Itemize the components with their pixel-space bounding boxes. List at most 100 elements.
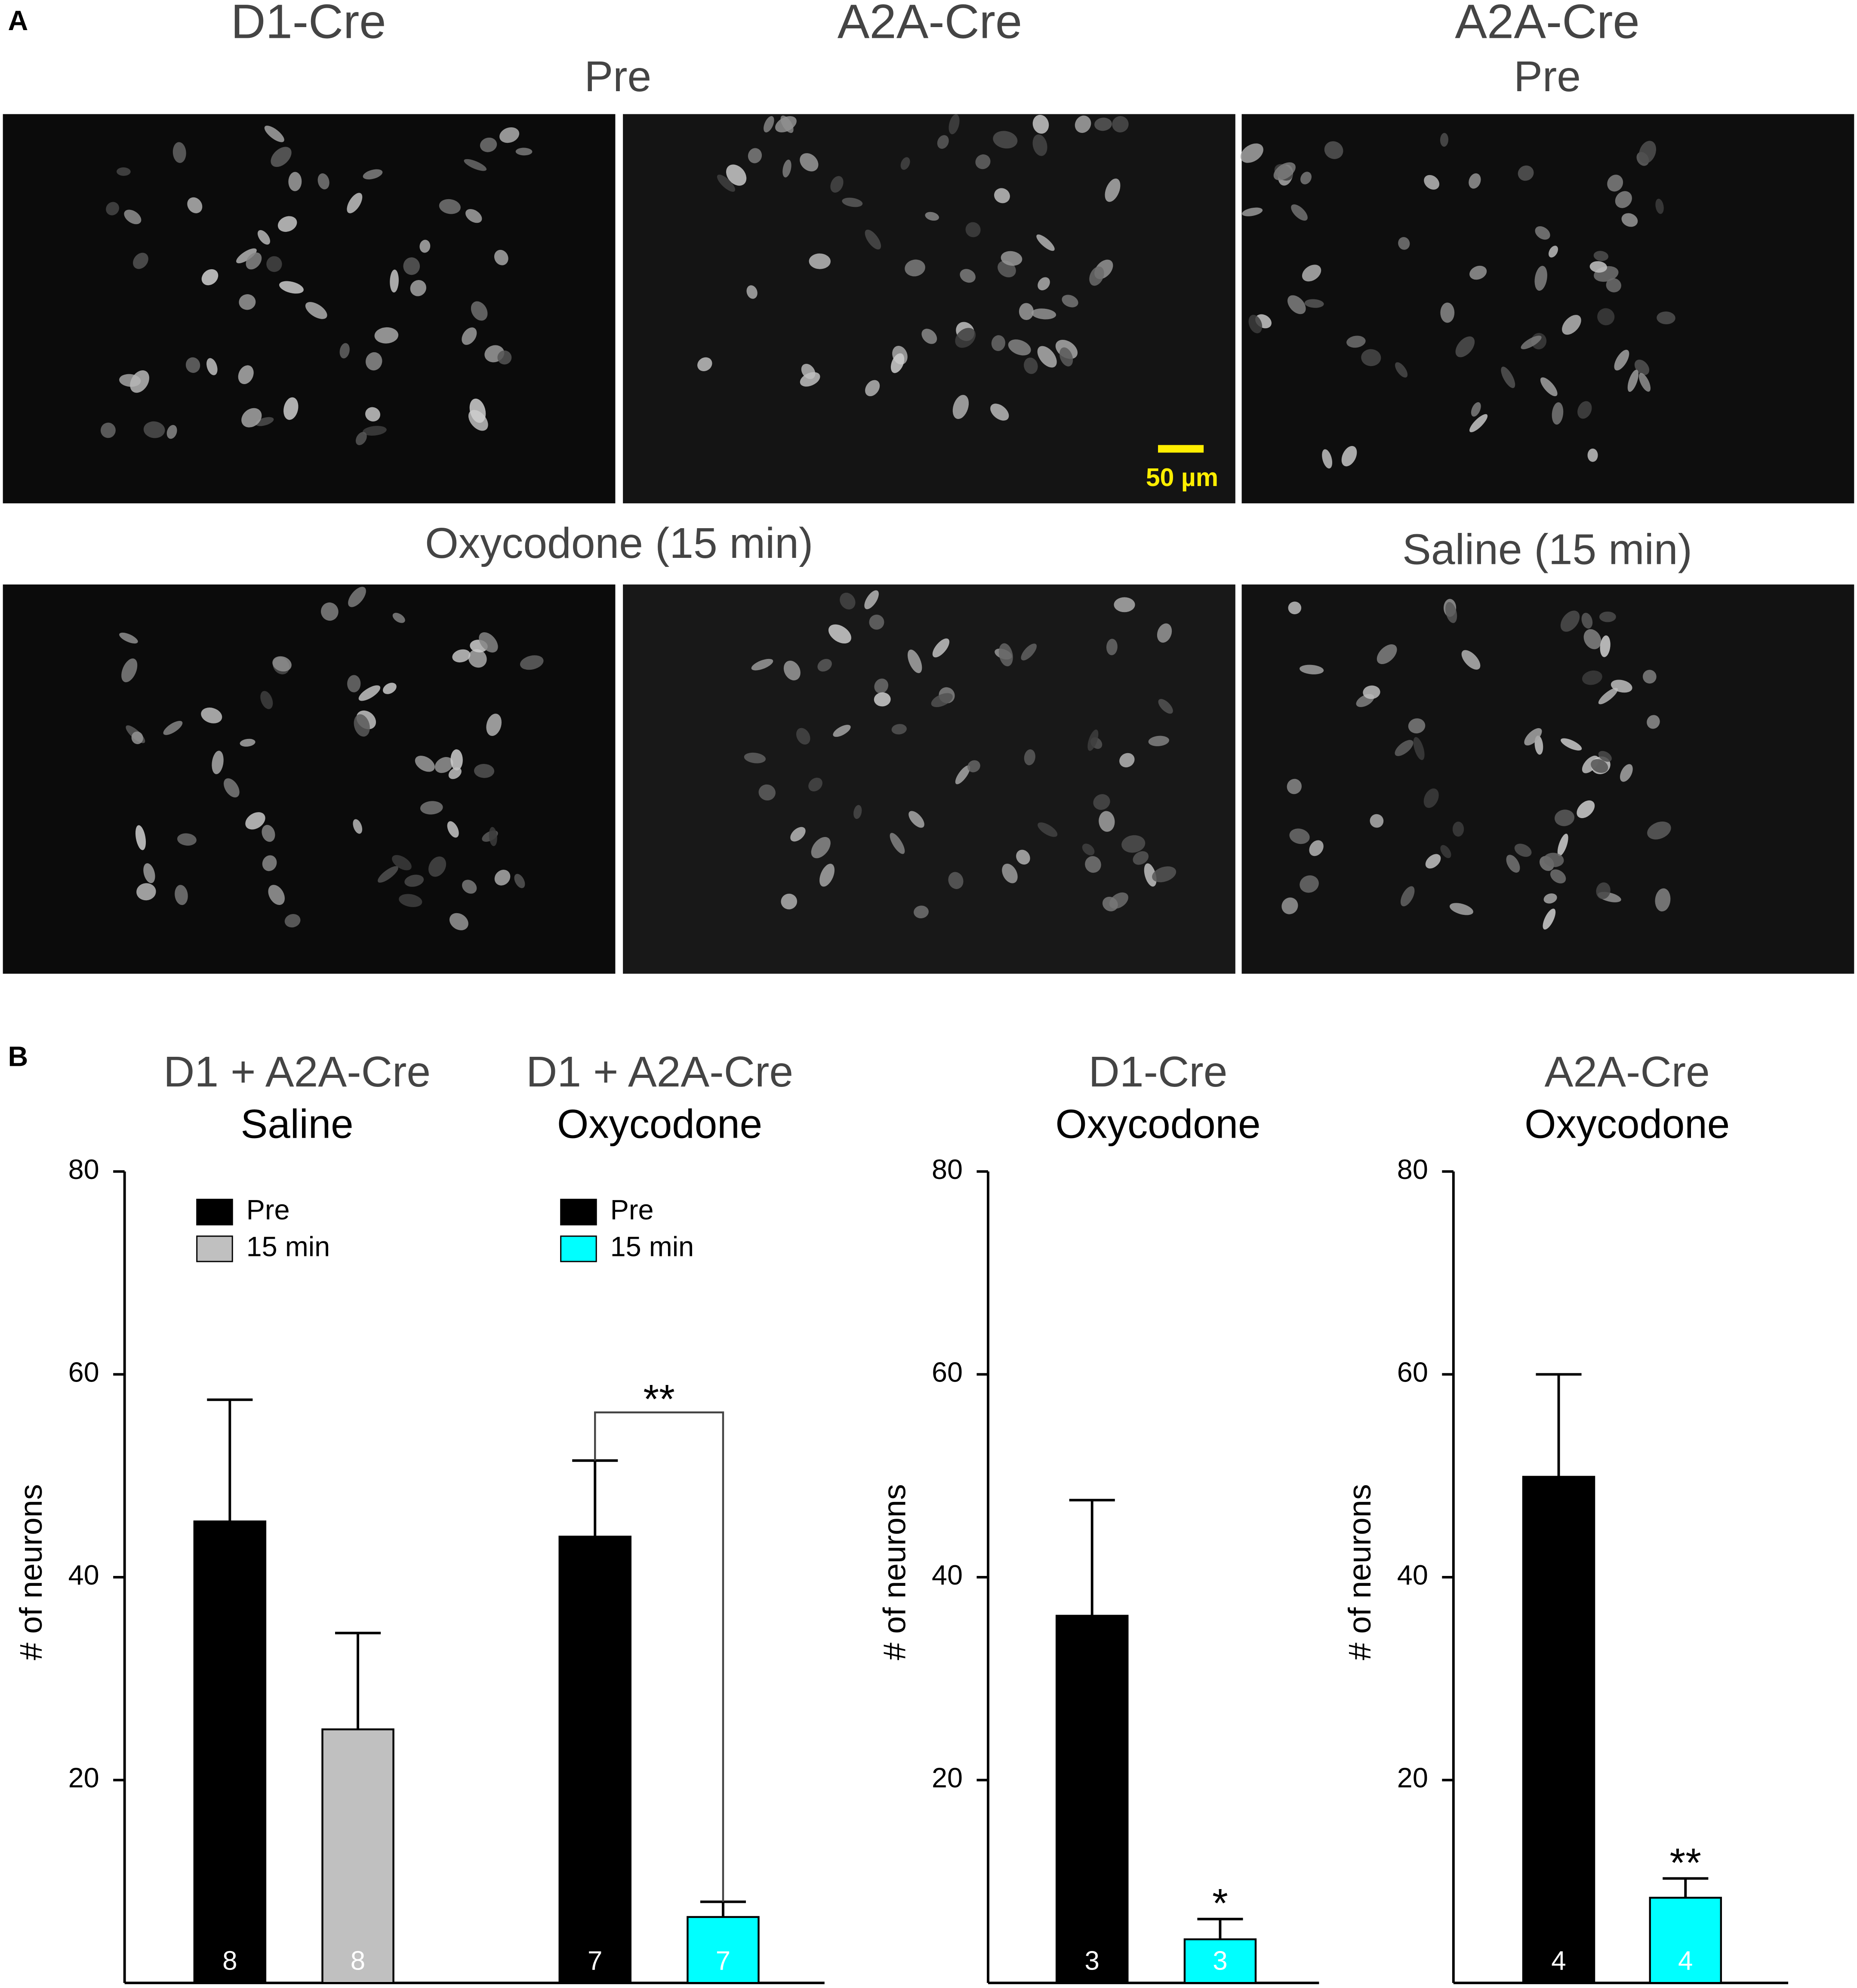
- cell: [117, 167, 131, 176]
- cell: [474, 764, 494, 778]
- cell: [383, 683, 397, 694]
- micrograph: [1241, 584, 1854, 974]
- cell: [1557, 834, 1568, 856]
- n-label: 4: [1551, 1946, 1566, 1976]
- cell: [1398, 237, 1410, 250]
- cell: [925, 212, 939, 221]
- cell: [1461, 650, 1481, 670]
- cell: [1543, 908, 1556, 930]
- cell: [1638, 372, 1651, 392]
- cell: [1377, 644, 1397, 664]
- cell: [790, 827, 806, 842]
- cell: [1627, 369, 1639, 392]
- error-bar: [700, 1900, 746, 1917]
- cell: [348, 587, 366, 607]
- cell: [1158, 699, 1173, 714]
- cell: [277, 216, 297, 232]
- cell: [1598, 688, 1618, 705]
- cell: [1287, 779, 1302, 794]
- cell: [1552, 402, 1564, 425]
- cell: [272, 656, 292, 672]
- cell: [1114, 597, 1135, 612]
- error-bar: [1069, 1499, 1115, 1616]
- cell: [1587, 448, 1598, 462]
- micrograph: [1241, 114, 1854, 504]
- cell: [262, 825, 275, 842]
- cell: [1148, 735, 1169, 746]
- cell: [288, 172, 302, 191]
- cell: [900, 157, 910, 170]
- cell: [1581, 612, 1593, 629]
- cell: [1560, 610, 1580, 632]
- cell: [1121, 835, 1146, 853]
- cell: [1469, 173, 1481, 189]
- legend-swatch: [196, 1235, 233, 1262]
- y-tick-label: 80: [1397, 1154, 1428, 1185]
- cell: [410, 280, 426, 296]
- y-tick-label: 40: [68, 1559, 99, 1591]
- n-label: 3: [1085, 1946, 1099, 1976]
- cell: [1038, 822, 1058, 837]
- cell: [819, 864, 835, 887]
- group-subtitle: Oxycodone: [1055, 1101, 1260, 1146]
- cell: [1440, 845, 1451, 859]
- cell: [1346, 335, 1366, 348]
- cell: [469, 398, 486, 423]
- cell: [952, 395, 969, 419]
- cell: [1008, 339, 1031, 356]
- cell: [1152, 866, 1176, 883]
- y-tick-label: 20: [68, 1762, 99, 1794]
- y-tick-label: 80: [932, 1154, 963, 1185]
- n-label: 8: [222, 1946, 237, 1976]
- cell: [1550, 869, 1566, 883]
- cell: [317, 173, 330, 190]
- panel-label: B: [8, 1040, 28, 1072]
- error-bar: [335, 1631, 381, 1729]
- cell: [1281, 897, 1298, 914]
- cell: [1514, 843, 1532, 857]
- cell: [975, 154, 991, 169]
- cell: [1469, 414, 1488, 432]
- group-title: D1-Cre: [1089, 1048, 1228, 1096]
- cell: [775, 116, 797, 132]
- cell: [464, 159, 487, 171]
- micrograph: [3, 584, 616, 974]
- cell: [1106, 639, 1118, 655]
- cell: [1093, 794, 1110, 810]
- y-tick-label: 60: [68, 1356, 99, 1388]
- cell: [1518, 165, 1534, 181]
- cell: [717, 174, 736, 192]
- cell: [106, 202, 119, 215]
- cell: [1596, 882, 1611, 899]
- cell: [131, 731, 143, 745]
- cell: [271, 147, 292, 167]
- cell: [447, 821, 459, 838]
- cell: [931, 693, 953, 708]
- cell: [1642, 670, 1657, 684]
- cell: [163, 720, 183, 735]
- column-title: D1-Cre: [231, 0, 386, 49]
- error-bar: [572, 1459, 618, 1537]
- cell: [1440, 302, 1455, 323]
- scale-bar: [1158, 445, 1204, 453]
- micrograph: [623, 114, 1235, 504]
- cell: [809, 253, 831, 269]
- cell: [1647, 715, 1660, 729]
- cell: [135, 825, 146, 850]
- cell: [355, 432, 367, 446]
- cell: [1099, 811, 1115, 832]
- cell: [1302, 265, 1321, 282]
- cell: [1291, 204, 1308, 221]
- cell: [452, 649, 471, 663]
- cell: [1452, 822, 1464, 837]
- cell: [828, 624, 851, 644]
- cell: [1322, 449, 1333, 469]
- cell: [1361, 349, 1381, 366]
- cell: [874, 678, 888, 694]
- cell: [392, 612, 405, 623]
- cell: [1469, 265, 1487, 280]
- cell: [434, 757, 453, 773]
- cell: [100, 422, 116, 438]
- cell: [817, 659, 832, 672]
- significance: **: [643, 1376, 674, 1422]
